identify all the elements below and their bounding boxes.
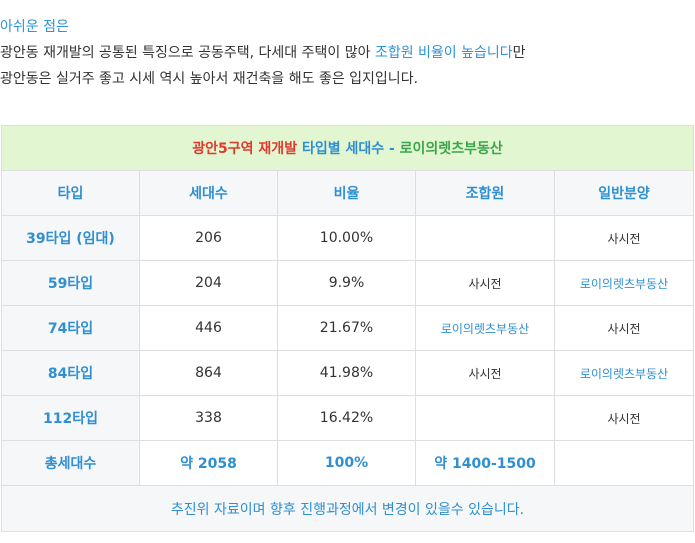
- row-ratio: 9.9%: [277, 260, 416, 306]
- row-units: 204: [139, 260, 278, 306]
- total-units: 약 2058: [139, 440, 278, 486]
- unit-type-table: 광안5구역 재개발 타입별 세대수 - 로이의렛츠부동산 타입 세대수 비율 조…: [0, 125, 695, 532]
- header-ratio: 비율: [277, 170, 416, 216]
- table-title-district: 광안5구역 재개발: [192, 141, 298, 157]
- row-type: 59타입: [1, 260, 140, 306]
- row-members[interactable]: 로이의렛츠부동산: [415, 305, 555, 351]
- table-header-row: 타입 세대수 비율 조합원 일반분양: [1, 170, 695, 216]
- table-row: 112타입 338 16.42% 사시전: [1, 395, 695, 441]
- row-units: 864: [139, 350, 278, 396]
- table-title-middle: 타입별 세대수 -: [297, 141, 400, 157]
- row-ratio: 21.67%: [277, 305, 416, 351]
- intro-line-2-text: 광안동 재개발의 공통된 특징으로 공동주택, 다세대 주택이 많아: [0, 45, 375, 61]
- total-general: [553, 440, 695, 486]
- intro-line-2: 광안동 재개발의 공통된 특징으로 공동주택, 다세대 주택이 많아 조합원 비…: [0, 40, 695, 66]
- intro-line-2-end: 만: [512, 45, 526, 61]
- table-total-row: 총세대수 약 2058 100% 약 1400-1500: [1, 440, 695, 486]
- row-general: 사시전: [553, 395, 695, 441]
- row-members: 사시전: [415, 350, 555, 396]
- total-ratio: 100%: [277, 440, 416, 486]
- intro-line-3: 광안동은 실거주 좋고 시세 역시 높아서 재건축을 해도 좋은 입지입니다.: [0, 71, 419, 87]
- row-type: 74타입: [1, 305, 140, 351]
- table-title-row: 광안5구역 재개발 타입별 세대수 - 로이의렛츠부동산: [0, 125, 695, 171]
- intro-text: 아쉬운 점은 광안동 재개발의 공통된 특징으로 공동주택, 다세대 주택이 많…: [0, 14, 695, 92]
- header-units: 세대수: [139, 170, 278, 216]
- row-units: 206: [139, 215, 278, 261]
- table-title-brand: 로이의렛츠부동산: [399, 141, 503, 157]
- table-row: 74타입 446 21.67% 로이의렛츠부동산 사시전: [1, 305, 695, 351]
- row-general: 사시전: [553, 305, 695, 351]
- row-members: 사시전: [415, 260, 555, 306]
- table-title: 광안5구역 재개발 타입별 세대수 - 로이의렛츠부동산: [0, 125, 695, 171]
- header-type: 타입: [1, 170, 140, 216]
- table-row: 84타입 864 41.98% 사시전 로이의렛츠부동산: [1, 350, 695, 396]
- row-general: 사시전: [553, 215, 695, 261]
- total-label: 총세대수: [1, 440, 140, 486]
- intro-heading: 아쉬운 점은: [0, 19, 69, 35]
- row-ratio: 10.00%: [277, 215, 416, 261]
- table-note: 추진위 자료이며 향후 진행과정에서 변경이 있을수 있습니다.: [0, 485, 695, 532]
- row-members: [415, 395, 555, 441]
- row-members: [415, 215, 555, 261]
- row-ratio: 16.42%: [277, 395, 416, 441]
- intro-highlight: 조합원 비율이 높습니다: [374, 45, 513, 61]
- row-general[interactable]: 로이의렛츠부동산: [553, 260, 695, 306]
- header-general: 일반분양: [553, 170, 695, 216]
- row-type: 112타입: [1, 395, 140, 441]
- total-members: 약 1400-1500: [415, 440, 555, 486]
- row-units: 338: [139, 395, 278, 441]
- table-row: 59타입 204 9.9% 사시전 로이의렛츠부동산: [1, 260, 695, 306]
- row-type: 39타입 (임대): [1, 215, 140, 261]
- table-note-row: 추진위 자료이며 향후 진행과정에서 변경이 있을수 있습니다.: [0, 485, 695, 532]
- row-units: 446: [139, 305, 278, 351]
- row-ratio: 41.98%: [277, 350, 416, 396]
- row-general[interactable]: 로이의렛츠부동산: [553, 350, 695, 396]
- table-row: 39타입 (임대) 206 10.00% 사시전: [1, 215, 695, 261]
- row-type: 84타입: [1, 350, 140, 396]
- header-members: 조합원: [415, 170, 555, 216]
